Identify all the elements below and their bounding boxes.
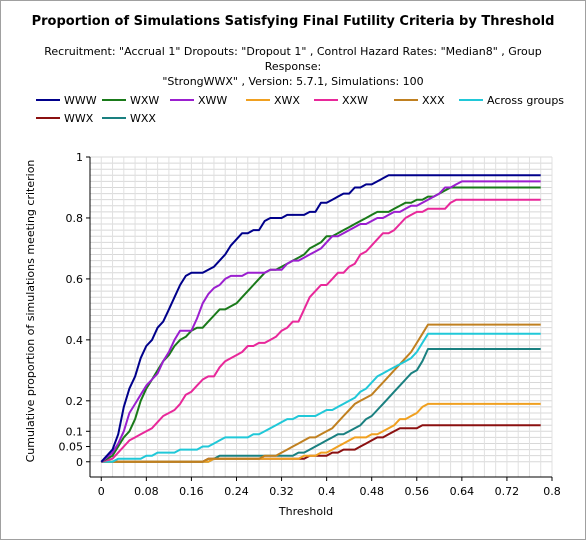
y-axis-label: Cumulative proportion of simulations mee… (24, 160, 37, 463)
legend-label: XXW (342, 93, 368, 107)
x-tick-label: 0.16 (179, 485, 204, 498)
y-tick-label: 0.6 (66, 273, 84, 286)
x-axis-label: Threshold (278, 505, 333, 518)
legend-label: Across groups (487, 93, 565, 107)
x-tick-label: 0.32 (269, 485, 294, 498)
series-line-xxw (101, 198, 541, 463)
plot-area (90, 157, 552, 477)
y-tick-label: 0 (76, 456, 83, 469)
legend-label: WWW (64, 93, 97, 107)
legend-item-xxx: XXX (394, 92, 445, 108)
y-tick-label: 0.2 (66, 395, 84, 408)
chart-title: Proportion of Simulations Satisfying Fin… (31, 14, 555, 29)
legend-label: XWW (198, 93, 228, 107)
legend-item-wxw: WXW (102, 92, 159, 108)
series-line-across-groups (101, 332, 541, 463)
legend-swatch (170, 99, 194, 101)
legend-label: XXX (422, 93, 445, 107)
legend-label: XWX (274, 93, 300, 107)
chart-legend: WWW WXW XWW XWX XXW XXX Across groups WWX WXX (36, 92, 576, 128)
legend-item-across-groups: Across groups (459, 92, 564, 108)
x-tick-label: 0.64 (450, 485, 475, 498)
legend-swatch (36, 99, 60, 101)
series-line-www (100, 174, 541, 463)
x-tick-label: 0.56 (405, 485, 430, 498)
legend-swatch (246, 99, 270, 101)
legend-swatch (394, 99, 418, 101)
x-tick-label: 0.4 (318, 485, 336, 498)
legend-swatch (36, 117, 60, 119)
y-tick-label: 0.4 (66, 334, 84, 347)
legend-label: WWX (64, 111, 94, 125)
legend-item-xwx: XWX (246, 92, 300, 108)
legend-swatch (102, 117, 126, 119)
legend-swatch (314, 99, 338, 101)
series-line-wxw (100, 186, 541, 463)
series-line-xxx (101, 323, 541, 463)
legend-label: WXW (130, 93, 160, 107)
y-tick-label: 0.05 (59, 441, 84, 454)
legend-item-xxw: XXW (314, 92, 368, 108)
y-tick-label: 0.1 (66, 425, 84, 438)
legend-item-www: WWW (36, 92, 97, 108)
chart-subtitle: Recruitment: "Accrual 1" Dropouts: "Drop… (20, 44, 566, 89)
y-tick-label: 1 (76, 151, 83, 164)
series-line-xww (100, 180, 541, 463)
legend-item-xww: XWW (170, 92, 227, 108)
subtitle-line-1: Recruitment: "Accrual 1" Dropouts: "Drop… (44, 45, 542, 73)
legend-item-wxx: WXX (102, 110, 156, 126)
x-tick-label: 0 (98, 485, 105, 498)
x-tick-label: 0.08 (134, 485, 159, 498)
x-tick-label: 0.8 (543, 485, 561, 498)
legend-item-wwx: WWX (36, 110, 93, 126)
x-tick-label: 0.72 (495, 485, 520, 498)
legend-label: WXX (130, 111, 156, 125)
x-tick-label: 0.48 (359, 485, 384, 498)
legend-swatch (459, 99, 483, 101)
y-tick-label: 0.8 (66, 212, 84, 225)
legend-swatch (102, 99, 126, 101)
x-tick-label: 0.24 (224, 485, 249, 498)
subtitle-line-2: "StrongWWX" , Version: 5.7.1, Simulation… (162, 75, 424, 88)
